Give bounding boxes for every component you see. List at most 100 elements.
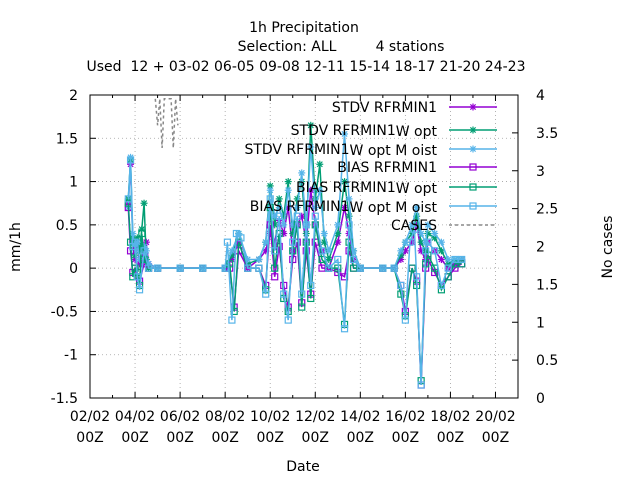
y2-tick-label: 3.5 [536,126,558,142]
data-point [266,186,274,194]
data-point [349,264,358,272]
chart-subtitle-selection: Selection: ALL [238,39,337,55]
data-point [266,221,274,229]
data-point [131,264,139,272]
x-tick-label-hour: 00Z [76,430,103,446]
y2-tick-label: 0.5 [536,353,558,369]
data-point [131,238,139,246]
data-point [437,281,446,290]
data-point [406,238,414,246]
data-point [228,316,236,324]
data-point [255,264,263,272]
data-point [302,221,310,229]
data-point [271,247,279,255]
x-tick-label-date: 04/02 [115,409,155,425]
data-point [345,221,353,229]
data-point [334,255,342,264]
data-point [318,264,326,272]
x-tick-label-date: 14/02 [340,409,380,425]
data-point [458,260,466,268]
data-point [451,255,459,264]
data-point [153,264,162,272]
y2-tick-label: 3 [536,164,545,180]
x-tick-label-date: 10/02 [250,409,290,425]
x-tick-label-hour: 00Z [257,430,284,446]
y-tick-label: 1.5 [56,131,78,147]
legend-marker [469,103,477,111]
data-point [226,260,234,268]
legend-label: STDV RFRMIN1 [244,142,349,158]
data-point [284,186,292,194]
grid [89,95,518,398]
data-point [271,273,279,281]
x-tick-label-hour: 00Z [482,430,509,446]
x-tick-label-date: 12/02 [295,409,335,425]
data-point [417,381,425,389]
chart-subtitle-stations: 4 stations [376,39,445,55]
legend-label: BIAS RFRMIN1 [296,180,396,196]
data-point [275,212,283,220]
data-point [293,212,301,220]
series-line [154,98,179,149]
legend-label: BIAS RFRMIN1 [250,199,350,215]
data-point [129,242,137,251]
data-point [341,204,349,212]
x-tick-label-date: 18/02 [430,409,470,425]
data-point [311,204,319,212]
data-point [422,247,430,255]
data-point [126,156,135,164]
data-point [345,195,353,203]
y2-tick-label: 2 [536,240,545,256]
data-point [298,290,306,298]
data-point [262,290,270,298]
legend-marker [469,145,477,153]
legend-label-sub: W opt [396,124,438,140]
data-point [144,264,153,272]
legend-label: BIAS RFRMIN1 [337,160,437,176]
data-point [397,281,405,290]
series-line [127,159,462,386]
legend-label-sub: W opt M oist [350,200,438,216]
data-point [307,143,315,151]
data-point [431,230,439,238]
data-point [126,238,135,246]
data-point [133,273,141,281]
data-point [307,121,315,129]
data-point [316,160,324,168]
data-point [340,325,349,333]
data-point [298,169,306,177]
x-tick-label-date: 16/02 [385,409,425,425]
data-point [275,195,283,203]
plot-frame [89,94,519,399]
legend-label: CASES [391,218,437,234]
data-point [356,264,364,272]
data-point [140,247,148,255]
y-tick-label: -0.5 [51,304,78,320]
data-point [424,221,432,229]
data-point [341,130,349,138]
data-point [293,204,301,212]
y-tick-label: -1.5 [51,391,78,407]
y2-tick-label: 1 [536,315,545,331]
x-tick-label-date: 20/02 [475,409,515,425]
data-point [320,230,328,238]
data-point [397,290,405,298]
legend-entry: STDV RFRMIN1 [332,100,497,116]
legend-label: STDV RFRMIN1 [332,100,437,116]
x-tick-label-hour: 00Z [437,430,464,446]
x-tick-label-hour: 00Z [347,430,374,446]
y-tick-label: 0.5 [56,218,78,234]
legend-label: STDV RFRMIN1 [291,123,396,139]
data-point [124,195,132,203]
data-point [413,204,421,212]
data-point [341,178,349,186]
data-point [275,204,283,212]
y2-tick-label: 1.5 [536,277,558,293]
data-point [266,195,274,203]
data-point [284,316,292,324]
y2-tick-label: 4 [536,88,545,104]
